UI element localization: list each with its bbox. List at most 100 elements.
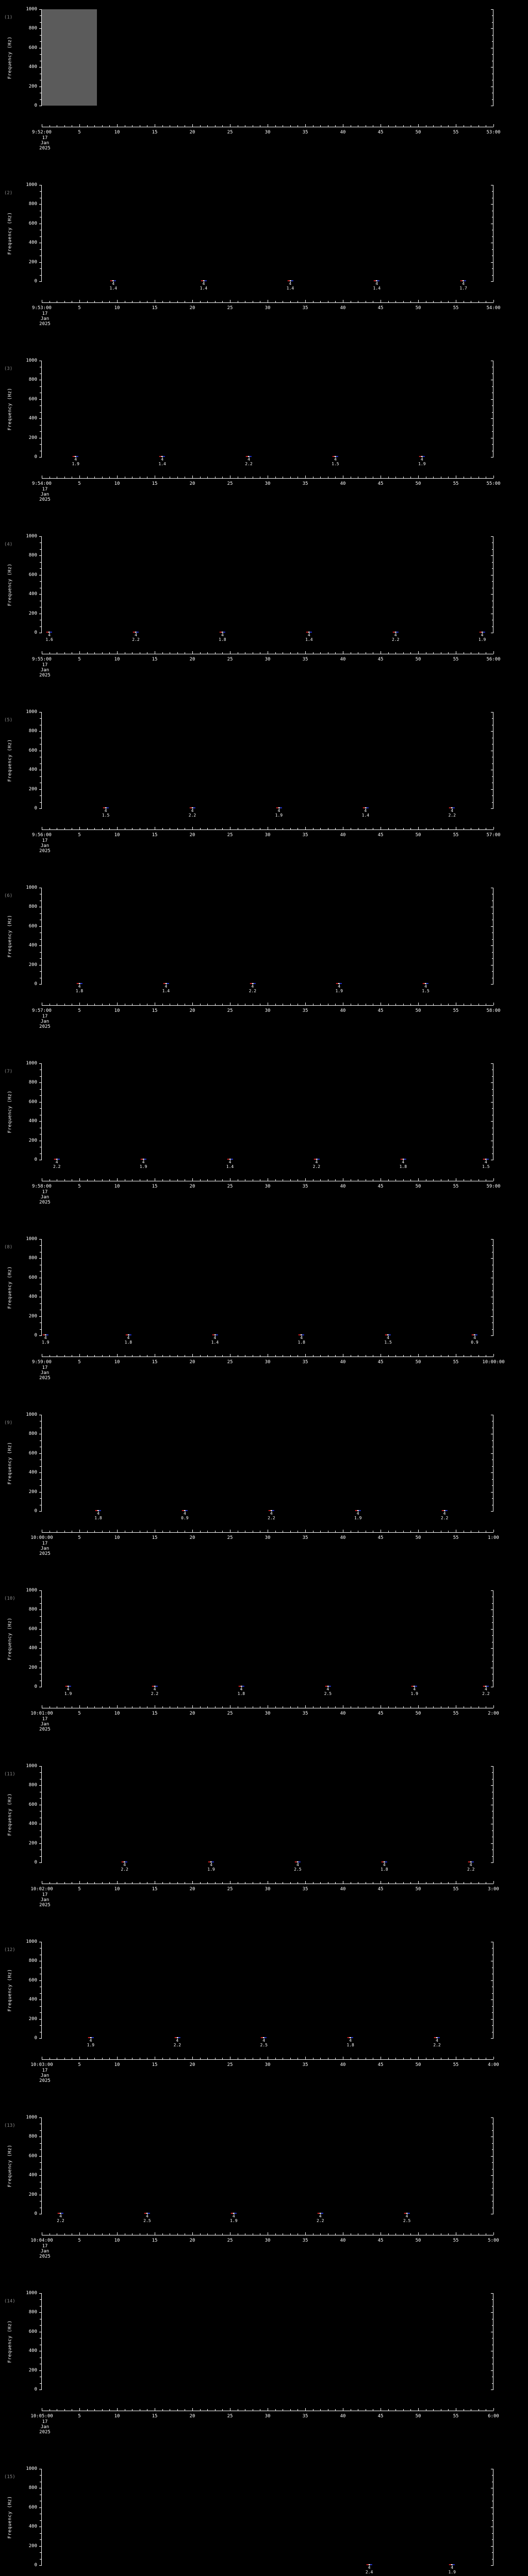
plot-area bbox=[42, 1766, 493, 1862]
x-tick-label: 45 bbox=[377, 1711, 384, 1716]
x-tick-minor bbox=[275, 2058, 276, 2059]
y-tick-label: 600 bbox=[28, 396, 37, 402]
x-tick-label-start: 9:52:00 bbox=[32, 130, 52, 135]
x-tick-minor bbox=[312, 1355, 314, 1357]
event-count-label: 4 bbox=[240, 1687, 243, 1691]
x-tick-minor bbox=[275, 2409, 276, 2411]
x-tick-major bbox=[192, 300, 193, 302]
x-tick-minor bbox=[448, 2058, 449, 2059]
y-axis-title: Frequency (Hz) bbox=[6, 1063, 13, 1160]
y-tick-major bbox=[39, 1843, 42, 1844]
x-tick-label: 40 bbox=[340, 2414, 346, 2419]
x-tick-minor bbox=[312, 1179, 314, 1181]
y-tick-label: 200 bbox=[28, 1489, 37, 1495]
x-tick-label: 5 bbox=[78, 1887, 81, 1892]
x-tick-major bbox=[305, 1530, 306, 1532]
x-tick-label-start: 10:01:00 bbox=[30, 1711, 53, 1716]
event-count-label: 4 bbox=[104, 808, 107, 813]
x-tick-minor bbox=[478, 1882, 479, 1884]
event-marker: 4 1.4 bbox=[362, 807, 369, 818]
x-tick-minor bbox=[177, 125, 178, 127]
event-value-label: 1.4 bbox=[373, 286, 381, 291]
y-tick-major bbox=[491, 28, 493, 29]
x-tick-minor bbox=[478, 477, 479, 478]
x-tick-minor bbox=[388, 2409, 389, 2411]
x-tick-minor bbox=[312, 477, 314, 478]
x-tick-minor bbox=[478, 1004, 479, 1005]
event-marker: 4 1.8 bbox=[76, 983, 83, 993]
y-tick-major bbox=[39, 555, 42, 556]
y-tick-label: 400 bbox=[28, 1821, 37, 1827]
event-marker-icon bbox=[95, 1510, 101, 1511]
x-tick-minor bbox=[87, 125, 88, 127]
x-tick-minor bbox=[290, 2058, 291, 2059]
x-tick-label: 20 bbox=[189, 1360, 195, 1365]
x-tick-minor bbox=[207, 1531, 208, 1532]
y-tick-minor bbox=[40, 2539, 41, 2540]
event-count-label: 4 bbox=[364, 808, 367, 813]
y-tick-labels: 0 200 400 600 800 1000 bbox=[0, 2466, 39, 2568]
panel-index-label: (8) bbox=[4, 1245, 13, 1250]
y-tick-label: 800 bbox=[28, 728, 37, 734]
x-tick-major bbox=[192, 1354, 193, 1357]
event-marker-icon bbox=[133, 632, 139, 633]
y-tick-minor bbox=[492, 1303, 493, 1304]
x-tick-label: 15 bbox=[152, 1535, 158, 1540]
date-part-day: 17 bbox=[42, 2419, 48, 2425]
x-tick-label: 35 bbox=[302, 1184, 308, 1189]
x-tick-minor bbox=[132, 2409, 133, 2411]
x-tick-minor bbox=[87, 1706, 88, 1708]
y-tick-label: 400 bbox=[28, 1997, 37, 2003]
y-tick-major bbox=[39, 1766, 42, 1767]
event-value-label: 1.5 bbox=[102, 813, 110, 818]
y-tick-minor bbox=[492, 41, 493, 42]
date-part-day: 17 bbox=[42, 1014, 48, 1019]
event-count-label: 4 bbox=[436, 2038, 438, 2043]
x-tick-minor bbox=[388, 1004, 389, 1005]
y-tick-minor bbox=[492, 2006, 493, 2007]
x-tick-minor bbox=[132, 1004, 133, 1005]
y-axis-title: Frequency (Hz) bbox=[6, 1590, 13, 1687]
y-tick-label: 800 bbox=[28, 201, 37, 207]
x-tick-minor bbox=[64, 828, 65, 829]
y-tick-minor bbox=[492, 1603, 493, 1604]
x-tick-minor bbox=[94, 2058, 95, 2059]
x-tick-label: 15 bbox=[152, 1008, 158, 1013]
y-tick-minor bbox=[492, 1329, 493, 1330]
y-tick-minor bbox=[40, 1603, 41, 1604]
y-tick-label: 1000 bbox=[26, 182, 37, 188]
y-tick-minor bbox=[40, 1271, 41, 1272]
event-value-label: 1.8 bbox=[237, 1691, 245, 1696]
spectrogram-panel: (3) 0 200 400 600 800 1000 Frequency (Hz) 4 1.9 4 1… bbox=[0, 353, 528, 529]
x-tick-major bbox=[418, 827, 419, 829]
x-tick-label: 35 bbox=[302, 2414, 308, 2419]
y-tick-label: 0 bbox=[34, 2563, 37, 2568]
event-count-label: 4 bbox=[202, 281, 205, 286]
x-tick-label: 45 bbox=[377, 657, 384, 662]
x-tick-label: 35 bbox=[302, 1535, 308, 1540]
x-tick-minor bbox=[64, 1355, 65, 1357]
event-value-label: 1.8 bbox=[381, 1867, 388, 1872]
x-tick-minor bbox=[177, 301, 178, 302]
x-tick-minor bbox=[222, 125, 223, 127]
event-marker: 4 1.9 bbox=[478, 632, 486, 642]
y-tick-major bbox=[491, 1101, 493, 1103]
event-value-label: 2.2 bbox=[249, 989, 257, 993]
x-tick-minor bbox=[410, 1882, 411, 1884]
x-tick-label-start: 9:54:00 bbox=[32, 481, 52, 486]
x-tick-minor bbox=[395, 477, 397, 478]
x-tick-label: 50 bbox=[415, 833, 421, 838]
y-axis-title: Frequency (Hz) bbox=[6, 9, 13, 106]
x-tick-label: 20 bbox=[189, 1184, 195, 1189]
x-tick-minor bbox=[214, 2233, 216, 2235]
event-count-label: 4 bbox=[484, 1160, 487, 1164]
event-count-label: 4 bbox=[443, 1511, 446, 1516]
y-tick-major bbox=[491, 984, 493, 985]
y-tick-label: 200 bbox=[28, 435, 37, 440]
event-count-label: 4 bbox=[481, 633, 484, 637]
y-tick-label: 0 bbox=[34, 1157, 37, 1162]
y-axis-left bbox=[39, 888, 42, 985]
date-part-month: Jan bbox=[40, 843, 50, 849]
x-tick-minor bbox=[403, 2233, 404, 2235]
x-tick-label: 55 bbox=[453, 1887, 459, 1892]
